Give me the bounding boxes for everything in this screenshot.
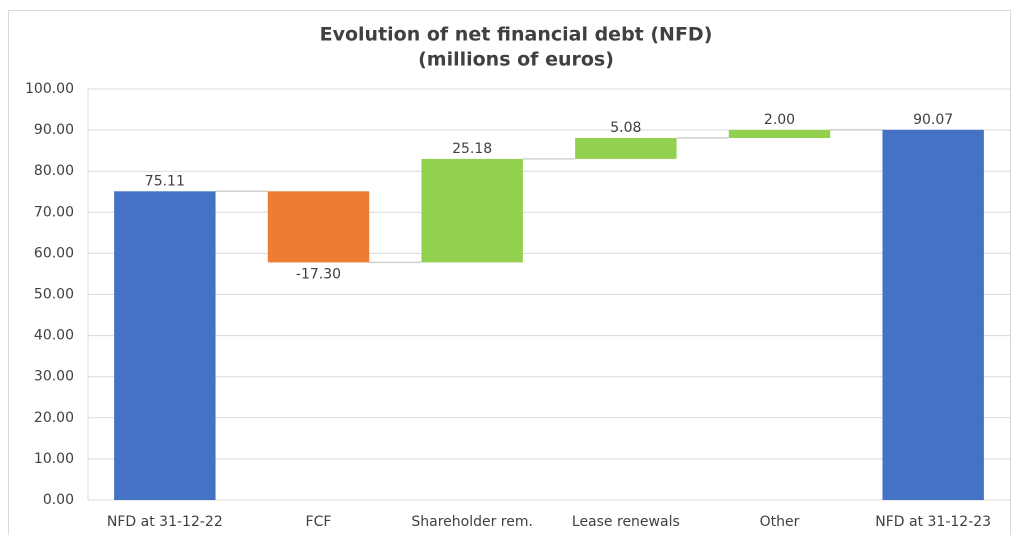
chart-subtitle: (millions of euros) (418, 49, 614, 71)
y-tick-label: 20.00 (34, 410, 74, 426)
data-label: 2.00 (764, 112, 795, 128)
y-tick-label: 10.00 (34, 451, 74, 467)
bar (728, 129, 831, 139)
x-tick-label: FCF (306, 514, 332, 530)
y-tick-label: 60.00 (34, 245, 74, 261)
bar (421, 158, 523, 263)
data-label: -17.30 (296, 266, 341, 282)
y-tick-label: 70.00 (34, 204, 74, 220)
y-tick-label: 100.00 (25, 81, 74, 97)
x-tick-label: Other (760, 514, 800, 530)
x-tick-label: Shareholder rem. (411, 514, 533, 530)
bar (267, 191, 370, 263)
x-tick-label: NFD at 31-12-22 (107, 514, 223, 530)
y-tick-label: 50.00 (34, 287, 74, 303)
chart-title: Evolution of net financial debt (NFD) (320, 24, 713, 46)
data-label: 25.18 (452, 141, 492, 157)
y-tick-label: 0.00 (43, 492, 74, 508)
data-label: 75.11 (145, 173, 185, 189)
bar (575, 138, 677, 159)
y-tick-label: 40.00 (34, 328, 74, 344)
data-label: 5.08 (610, 120, 641, 136)
bar (882, 129, 984, 500)
y-tick-label: 90.00 (34, 122, 74, 138)
y-tick-label: 30.00 (34, 369, 74, 385)
bar (114, 191, 216, 500)
x-tick-label: NFD at 31-12-23 (875, 514, 991, 530)
y-tick-label: 80.00 (34, 163, 74, 179)
data-label: 90.07 (913, 112, 953, 128)
x-tick-label: Lease renewals (572, 514, 680, 530)
